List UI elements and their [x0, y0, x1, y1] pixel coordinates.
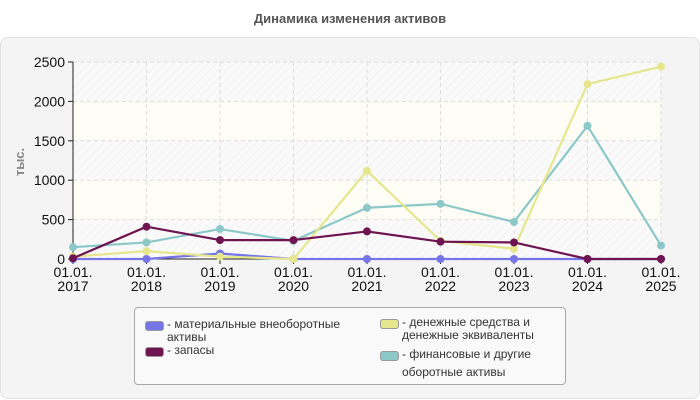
svg-text:1500: 1500 — [34, 133, 65, 149]
series-line — [69, 222, 665, 263]
legend-swatch-icon — [380, 319, 399, 329]
svg-text:2022: 2022 — [425, 278, 456, 294]
svg-text:2025: 2025 — [645, 278, 676, 294]
legend-item-inventory: - запасы — [145, 344, 367, 357]
legend-label: - запасы — [167, 343, 215, 357]
svg-text:2024: 2024 — [572, 278, 603, 294]
svg-text:тыс.: тыс. — [12, 148, 27, 176]
svg-text:01.01.: 01.01. — [421, 264, 460, 280]
svg-text:01.01.: 01.01. — [201, 264, 240, 280]
svg-text:2500: 2500 — [34, 54, 65, 70]
data-series — [69, 62, 665, 263]
svg-text:01.01.: 01.01. — [568, 264, 607, 280]
axis-labels: 0500100015002000250001.01.201701.01.2018… — [12, 54, 680, 294]
svg-text:2018: 2018 — [131, 278, 162, 294]
legend-swatch-icon — [380, 351, 399, 361]
series-line — [69, 62, 665, 263]
chart-title: Динамика изменения активов — [253, 11, 447, 26]
legend-label: - материальные внеоборотные активы — [167, 317, 340, 344]
legend: - материальные внеоборотные активы - зап… — [134, 307, 566, 385]
svg-text:2020: 2020 — [278, 278, 309, 294]
svg-text:2019: 2019 — [204, 278, 235, 294]
svg-text:0: 0 — [57, 251, 65, 267]
svg-text:01.01.: 01.01. — [642, 264, 681, 280]
svg-text:01.01.: 01.01. — [495, 264, 534, 280]
legend-label: - финансовые и другие оборотные активы — [402, 347, 531, 379]
legend-item-cash: - денежные средства и денежные эквивален… — [380, 316, 572, 342]
svg-text:1000: 1000 — [34, 172, 65, 188]
svg-text:2017: 2017 — [57, 278, 88, 294]
svg-text:01.01.: 01.01. — [348, 264, 387, 280]
svg-text:2023: 2023 — [498, 278, 529, 294]
grid-lines — [73, 61, 662, 259]
svg-text:2021: 2021 — [351, 278, 382, 294]
svg-text:01.01.: 01.01. — [274, 264, 313, 280]
series-line — [69, 121, 665, 252]
legend-swatch-icon — [145, 347, 164, 357]
legend-item-tangible-assets: - материальные внеоборотные активы — [145, 318, 367, 344]
legend-item-financial-assets: - финансовые и другие оборотные активы — [380, 347, 572, 381]
legend-label: - денежные средства и денежные эквивален… — [402, 315, 534, 342]
legend-swatch-icon — [145, 321, 164, 331]
svg-text:01.01.: 01.01. — [127, 264, 166, 280]
svg-text:01.01.: 01.01. — [54, 264, 93, 280]
svg-text:500: 500 — [42, 212, 66, 228]
svg-text:2000: 2000 — [34, 93, 65, 109]
